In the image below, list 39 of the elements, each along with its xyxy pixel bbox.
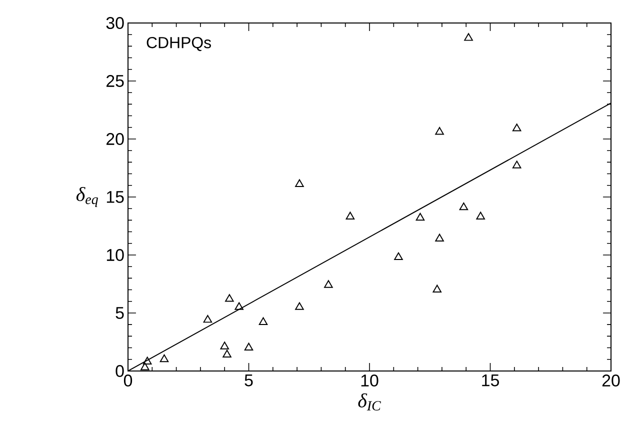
point xyxy=(295,179,304,187)
point xyxy=(324,280,333,288)
point xyxy=(142,356,152,364)
x-tick-label: 20 xyxy=(602,374,620,387)
y-tick-label: 15 xyxy=(106,191,124,203)
x-tick-label: 5 xyxy=(244,374,253,386)
point xyxy=(432,284,442,293)
point xyxy=(225,294,234,302)
point xyxy=(512,124,522,132)
y-axis-title: δ$_{eq}$ xyxy=(76,186,98,207)
point xyxy=(394,252,403,260)
x-tick-label: 15 xyxy=(482,374,499,386)
y-tick-label: 20 xyxy=(106,132,124,145)
point xyxy=(203,314,212,323)
point xyxy=(476,212,485,220)
y-tick-label: 30 xyxy=(106,16,124,29)
x-tick-label: 0 xyxy=(124,374,132,387)
y-tick-label: 25 xyxy=(106,74,124,87)
point xyxy=(435,127,444,135)
x-axis-title: δ$_{IC}$ xyxy=(358,393,381,410)
point xyxy=(220,342,229,350)
point xyxy=(295,302,304,310)
point xyxy=(512,160,522,168)
point xyxy=(244,342,254,351)
point xyxy=(160,354,169,362)
x-tick-label: 10 xyxy=(361,374,378,387)
y-tick-label: 10 xyxy=(106,248,124,261)
point xyxy=(346,212,355,220)
point xyxy=(435,234,444,242)
point xyxy=(459,202,468,210)
point xyxy=(416,212,425,221)
y-tick-label: 0 xyxy=(116,364,124,377)
point xyxy=(234,302,244,310)
point xyxy=(464,33,473,41)
annotation: CDHPQs xyxy=(146,36,211,52)
point xyxy=(258,317,268,326)
point xyxy=(140,362,150,370)
y-tick-label: 5 xyxy=(116,307,124,319)
point xyxy=(222,350,232,358)
